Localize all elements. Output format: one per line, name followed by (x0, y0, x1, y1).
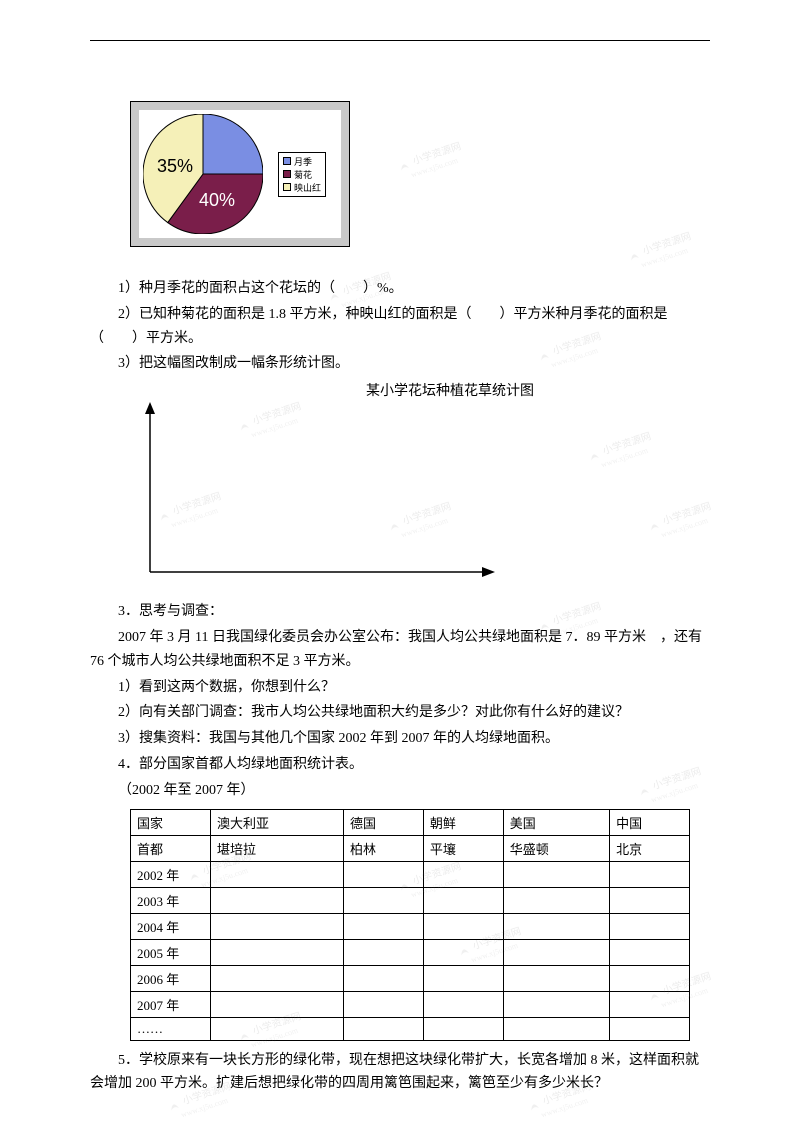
svg-text:小学资源网: 小学资源网 (641, 230, 693, 257)
table-cell: 平壤 (423, 835, 503, 861)
svg-text:小学资源网: 小学资源网 (601, 430, 653, 457)
pie-chart-container: 35% 40% 月季 菊花 映山红 (130, 101, 350, 247)
legend-label: 映山红 (294, 181, 321, 194)
legend-label: 月季 (294, 155, 312, 168)
svg-text:www.xj5u.com: www.xj5u.com (540, 1096, 590, 1120)
q5: 5．学校原来有一块长方形的绿化带，现在想把这块绿化带扩大，长宽各增加 8 米，这… (90, 1049, 710, 1097)
table-cell: 2003 年 (131, 887, 211, 913)
table-cell: 2004 年 (131, 913, 211, 939)
table-cell: 2002 年 (131, 861, 211, 887)
pie-chart-inner: 35% 40% 月季 菊花 映山红 (139, 110, 341, 238)
table-row: 2006 年 (131, 965, 690, 991)
page-top-rule (90, 40, 710, 41)
table-cell: 中国 (610, 809, 690, 835)
watermark: 小学资源网www.xj5u.com (580, 430, 680, 470)
table-cell: 2005 年 (131, 939, 211, 965)
table-row: 2003 年 (131, 887, 690, 913)
table-cell: 德国 (344, 809, 424, 835)
legend-item: 菊花 (283, 168, 321, 181)
legend-item: 月季 (283, 155, 321, 168)
bar-chart-axes (120, 402, 500, 587)
q3-2: 2）向有关部门调查：我市人均公共绿地面积大约是多少？对此你有什么好的建议？ (90, 701, 710, 725)
question-1: 1）种月季花的面积占这个花坛的（ ）%。 (90, 277, 710, 301)
q3-1: 1）看到这两个数据，你想到什么？ (90, 676, 710, 700)
table-cell: 2006 年 (131, 965, 211, 991)
table-row: 首都 堪培拉 柏林 平壤 华盛顿 北京 (131, 835, 690, 861)
svg-text:小学资源网: 小学资源网 (411, 140, 463, 167)
legend-swatch (283, 170, 291, 178)
svg-text:www.xj5u.com: www.xj5u.com (640, 246, 690, 270)
table-cell: 首都 (131, 835, 211, 861)
x-axis-arrow (482, 567, 495, 577)
table-cell: …… (131, 1017, 211, 1040)
table-cell: 堪培拉 (211, 835, 344, 861)
section-3-header: 3．思考与调查： (90, 600, 710, 624)
pie-label-40: 40% (199, 190, 235, 211)
svg-text:www.xj5u.com: www.xj5u.com (410, 156, 460, 180)
svg-text:www.xj5u.com: www.xj5u.com (600, 446, 650, 470)
pie-chart: 35% 40% (143, 114, 263, 234)
legend-swatch (283, 157, 291, 165)
legend-swatch (283, 183, 291, 191)
q4-sub: （2002 年至 2007 年） (90, 779, 710, 803)
question-3: 3）把这幅图改制成一幅条形统计图。 (90, 352, 710, 376)
svg-text:小学资源网: 小学资源网 (661, 500, 713, 527)
table-row: 国家 澳大利亚 德国 朝鲜 美国 中国 (131, 809, 690, 835)
table-row: 2004 年 (131, 913, 690, 939)
watermark: 小学资源网www.xj5u.com (620, 230, 720, 270)
pie-legend: 月季 菊花 映山红 (278, 152, 326, 197)
y-axis-arrow (145, 402, 155, 414)
table-cell: 北京 (610, 835, 690, 861)
q4: 4．部分国家首都人均绿地面积统计表。 (90, 753, 710, 777)
question-2: 2）已知种菊花的面积是 1.8 平方米，种映山红的面积是（ ）平方米种月季花的面… (90, 303, 710, 351)
country-table: 国家 澳大利亚 德国 朝鲜 美国 中国 首都 堪培拉 柏林 平壤 华盛顿 北京 … (130, 809, 690, 1041)
section-3-body: 2007 年 3 月 11 日我国绿化委员会办公室公布：我国人均公共绿地面积是 … (90, 626, 710, 674)
table-row: 2007 年 (131, 991, 690, 1017)
table-cell: 2007 年 (131, 991, 211, 1017)
table-cell: 美国 (503, 809, 609, 835)
table-row: 2005 年 (131, 939, 690, 965)
svg-text:www.xj5u.com: www.xj5u.com (180, 1096, 230, 1120)
watermark: 小学资源网www.xj5u.com (390, 140, 490, 180)
table-cell: 国家 (131, 809, 211, 835)
table-row: 2002 年 (131, 861, 690, 887)
legend-item: 映山红 (283, 181, 321, 194)
table-cell: 柏林 (344, 835, 424, 861)
watermark: 小学资源网www.xj5u.com (640, 500, 740, 540)
pie-slice-yueji (203, 114, 263, 174)
table-row: …… (131, 1017, 690, 1040)
bar-chart-title: 某小学花坛种植花草统计图 (190, 380, 710, 400)
table-cell: 澳大利亚 (211, 809, 344, 835)
pie-label-35: 35% (157, 156, 193, 177)
table-cell: 华盛顿 (503, 835, 609, 861)
legend-label: 菊花 (294, 168, 312, 181)
table-cell: 朝鲜 (423, 809, 503, 835)
svg-text:www.xj5u.com: www.xj5u.com (660, 516, 710, 540)
q3-3: 3）搜集资料：我国与其他几个国家 2002 年到 2007 年的人均绿地面积。 (90, 727, 710, 751)
